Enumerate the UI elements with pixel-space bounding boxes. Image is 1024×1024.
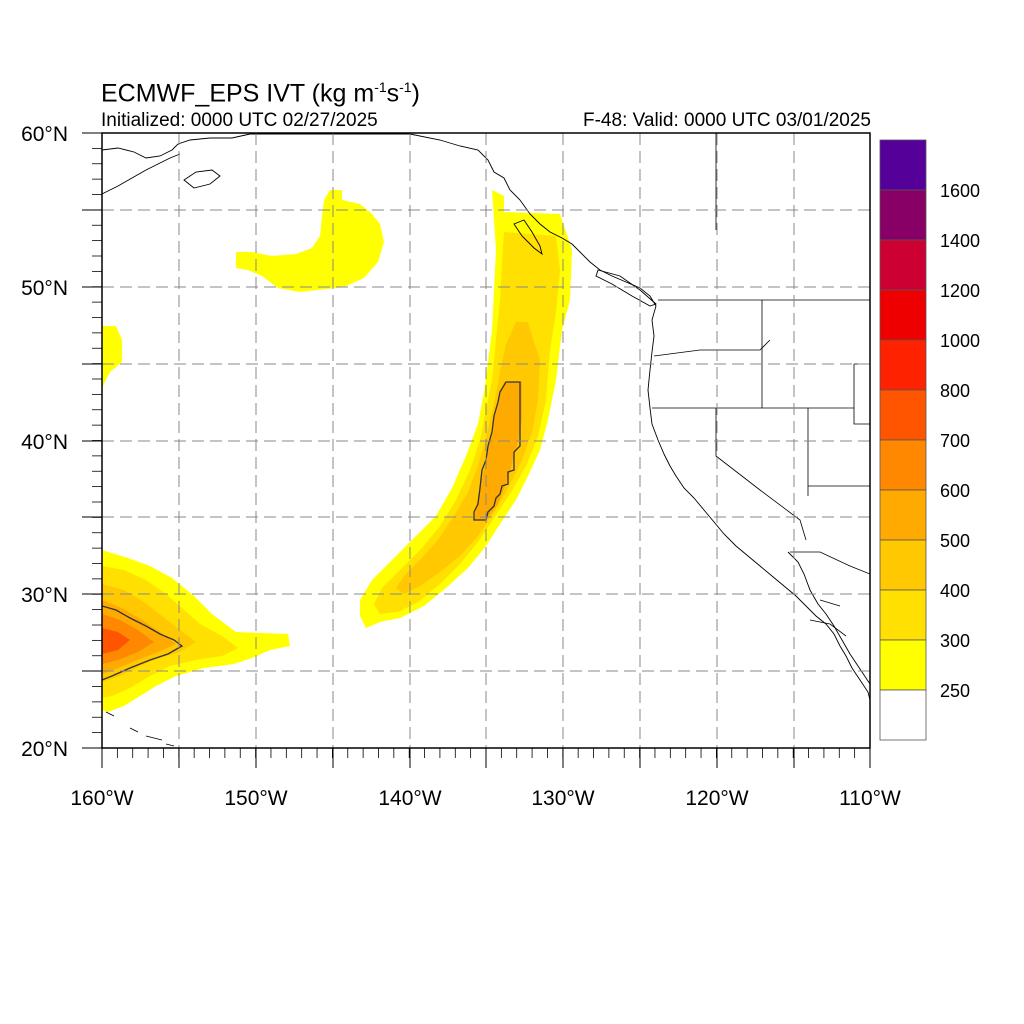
- colorbar-label: 600: [940, 481, 970, 501]
- valid-time-label: F-48: Valid: 0000 UTC 03/01/2025: [583, 110, 871, 131]
- ivt-fill-layer: [102, 190, 572, 712]
- colorbar-label: 250: [940, 681, 970, 701]
- lat-label-20: 20°N: [21, 738, 68, 761]
- ca-nv-border: [715, 408, 807, 541]
- colorbar-swatch: [879, 339, 927, 391]
- lon-label-140w: 140°W: [378, 787, 441, 810]
- colorbar-label: 1400: [940, 231, 980, 251]
- ivt-blob-west-small: [102, 326, 122, 388]
- lat-label-50: 50°N: [21, 277, 68, 300]
- colorbar-swatch: [879, 439, 927, 491]
- colorbar-swatch: [879, 689, 927, 741]
- colorbar-swatch: [879, 139, 927, 191]
- lat-label-40: 40°N: [21, 431, 68, 454]
- colorbar-label: 400: [940, 581, 970, 601]
- lon-label-160w: 160°W: [70, 787, 133, 810]
- lon-label-130w: 130°W: [531, 787, 594, 810]
- hawaii-islands: [105, 711, 175, 747]
- lon-label-120w: 120°W: [685, 787, 748, 810]
- alaska-coast: [102, 133, 251, 159]
- initialized-label: Initialized: 0000 UTC 02/27/2025: [101, 110, 378, 131]
- colorbar-label: 1200: [940, 281, 980, 301]
- gulf-alaska-coast: [250, 133, 870, 701]
- colorbar-swatch: [879, 239, 927, 291]
- kodiak-island: [183, 169, 221, 189]
- ivt-blob-north-hook: [236, 190, 384, 292]
- colorbar-swatch: [879, 389, 927, 441]
- colorbar-swatch: [879, 539, 927, 591]
- baja-coast: [787, 551, 870, 685]
- lon-label-150w: 150°W: [224, 787, 287, 810]
- colorbar-label: 300: [940, 631, 970, 651]
- queen-charlotte: [513, 219, 543, 256]
- ivt-plume-700: [102, 628, 130, 654]
- colorbar-swatch: [879, 489, 927, 541]
- ut-border-east: [853, 363, 870, 425]
- colorbar: 1600 1400 1200 1000 800 700 600 500 400 300 250: [879, 139, 980, 741]
- colorbar-swatch: [879, 639, 927, 691]
- map-title: ECMWF_EPS IVT (kg m-1s-1): [101, 79, 420, 108]
- ivt-contour-plume: [102, 605, 184, 681]
- mexico-interior-lines: [809, 599, 847, 637]
- colorbar-label: 800: [940, 381, 970, 401]
- colorbar-label: 500: [940, 531, 970, 551]
- colorbar-swatch: [879, 289, 927, 341]
- colorbar-label: 1000: [940, 331, 980, 351]
- alaska-peninsula: [102, 153, 181, 195]
- minor-ticks: [92, 132, 871, 758]
- wa-or-border: [653, 339, 771, 357]
- political-boundaries: [652, 133, 870, 637]
- colorbar-swatch: [879, 589, 927, 641]
- us-mexico-border: [790, 551, 870, 575]
- graticule: [102, 133, 870, 748]
- lon-label-110w: 110°W: [839, 787, 901, 810]
- colorbar-swatch: [879, 189, 927, 241]
- lat-label-60: 60°N: [21, 123, 68, 146]
- colorbar-label: 1600: [940, 181, 980, 201]
- lat-label-30: 30°N: [21, 584, 68, 607]
- colorbar-label: 700: [940, 431, 970, 451]
- vancouver-island: [595, 269, 657, 307]
- coastlines: [102, 133, 870, 747]
